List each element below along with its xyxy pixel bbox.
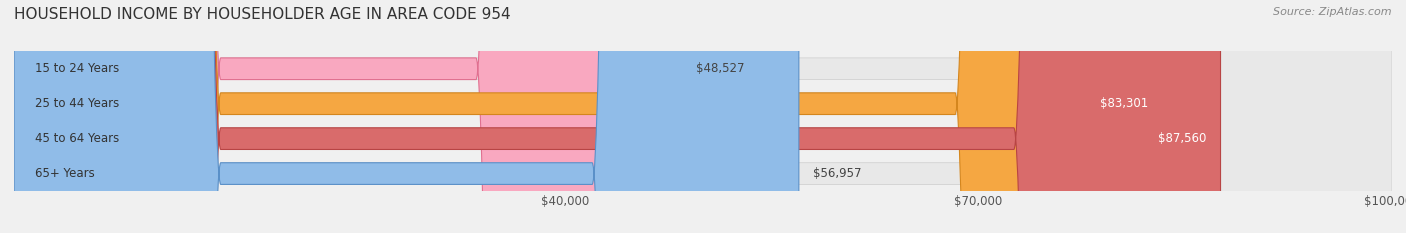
FancyBboxPatch shape — [14, 0, 1392, 233]
Text: 45 to 64 Years: 45 to 64 Years — [35, 132, 120, 145]
FancyBboxPatch shape — [14, 0, 1392, 233]
FancyBboxPatch shape — [14, 0, 799, 233]
FancyBboxPatch shape — [14, 0, 1392, 233]
Text: 15 to 24 Years: 15 to 24 Years — [35, 62, 120, 75]
Text: $83,301: $83,301 — [1099, 97, 1149, 110]
Text: $56,957: $56,957 — [813, 167, 860, 180]
Text: 25 to 44 Years: 25 to 44 Years — [35, 97, 120, 110]
Text: $87,560: $87,560 — [1159, 132, 1206, 145]
Text: Source: ZipAtlas.com: Source: ZipAtlas.com — [1274, 7, 1392, 17]
Text: HOUSEHOLD INCOME BY HOUSEHOLDER AGE IN AREA CODE 954: HOUSEHOLD INCOME BY HOUSEHOLDER AGE IN A… — [14, 7, 510, 22]
FancyBboxPatch shape — [14, 0, 1161, 233]
FancyBboxPatch shape — [14, 0, 683, 233]
FancyBboxPatch shape — [14, 0, 1392, 233]
Text: $48,527: $48,527 — [696, 62, 745, 75]
FancyBboxPatch shape — [14, 0, 1220, 233]
Text: 65+ Years: 65+ Years — [35, 167, 94, 180]
